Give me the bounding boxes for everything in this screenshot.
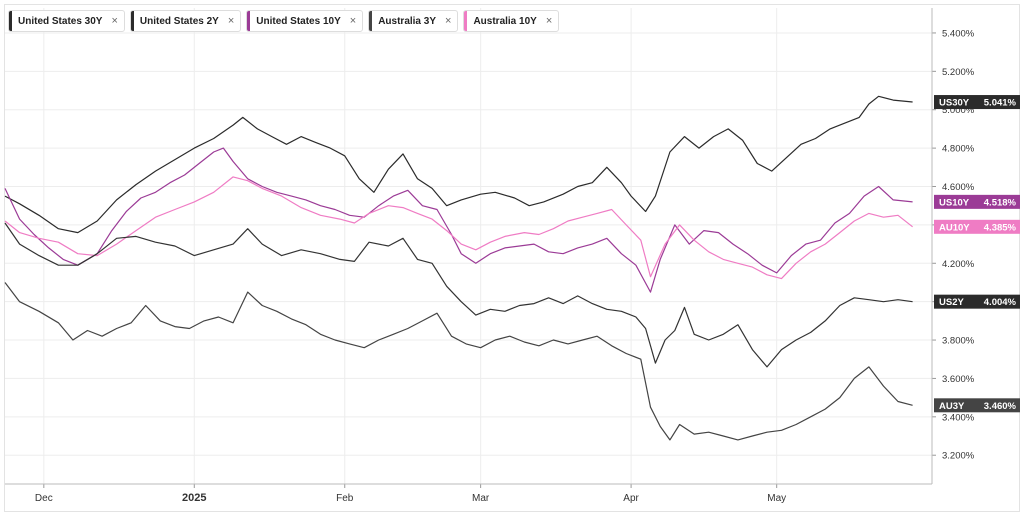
x-tick-label: Apr (623, 493, 639, 504)
legend-chip-us2y[interactable]: United States 2Y × (129, 10, 242, 32)
badge-series-name: AU3Y (939, 401, 965, 412)
badge-series-name: US10Y (939, 197, 970, 208)
grid (5, 8, 932, 484)
legend-swatch (464, 11, 468, 31)
close-icon[interactable]: × (349, 14, 357, 27)
legend-chip-us10y[interactable]: United States 10Y × (246, 10, 364, 32)
legend-swatch (247, 11, 251, 31)
y-tick-label: 4.800% (942, 144, 975, 155)
badge-background (934, 219, 1020, 234)
x-tick-label: Mar (472, 493, 490, 504)
y-tick-label: 5.200% (942, 67, 975, 78)
y-tick-label: 4.600% (942, 182, 975, 193)
y-tick-label: 3.800% (942, 336, 975, 347)
y-tick-label: 5.400% (942, 28, 975, 39)
chart-frame (4, 4, 1020, 512)
badge-background (934, 398, 1020, 413)
y-tick-label: 3.200% (942, 451, 975, 462)
badge-series-name: US30Y (939, 98, 970, 109)
x-tick-label: May (767, 493, 786, 504)
badge-series-name: AU10Y (939, 222, 970, 233)
legend-swatch (369, 11, 373, 31)
legend-label: United States 2Y (139, 15, 219, 27)
badge-series-value: 4.004% (984, 297, 1017, 308)
series-lines (4, 95, 913, 441)
legend-chips: United States 30Y × United States 2Y × U… (8, 10, 560, 32)
legend-label: Australia 3Y (378, 15, 437, 27)
legend-label: United States 10Y (256, 15, 341, 27)
badge-series-value: 4.518% (984, 197, 1017, 208)
badge-series-name: US2Y (939, 297, 964, 308)
legend-chip-us30y[interactable]: United States 30Y × (8, 10, 125, 32)
series-line-us10y (4, 147, 913, 293)
legend-label: Australia 10Y (473, 15, 537, 27)
badge-series-value: 3.460% (984, 401, 1017, 412)
legend-label: United States 30Y (18, 15, 103, 27)
badge-au3y: AU3Y 3.460% (934, 398, 1020, 413)
last-value-badges: US30Y 5.041% US10Y 4.518% AU10Y 4.385% US2Y 4.0… (934, 95, 1020, 413)
badge-series-value: 5.041% (984, 98, 1017, 109)
legend-swatch (9, 11, 12, 31)
close-icon[interactable]: × (227, 14, 235, 27)
legend-chip-au10y[interactable]: Australia 10Y × (463, 10, 560, 32)
series-line-us30y (4, 95, 913, 234)
close-icon[interactable]: × (545, 14, 553, 27)
badge-us10y: US10Y 4.518% (934, 194, 1020, 209)
y-tick-label: 3.400% (942, 412, 975, 423)
series-line-au10y (4, 176, 913, 280)
y-tick-label: 5.000% (942, 105, 975, 116)
close-icon[interactable]: × (445, 14, 452, 27)
badge-us30y: US30Y 5.041% (934, 95, 1020, 110)
x-tick-label: Feb (336, 493, 354, 504)
badge-series-value: 4.385% (984, 222, 1017, 233)
y-tick-label: 3.600% (942, 374, 975, 385)
badge-background (934, 294, 1020, 309)
axes: 3.200%3.400%3.600%3.800%4.000%4.200%4.40… (5, 8, 975, 504)
x-tick-label: Dec (35, 493, 53, 504)
badge-background (934, 95, 1020, 110)
badge-us2y: US2Y 4.004% (934, 294, 1020, 309)
badge-au10y: AU10Y 4.385% (934, 219, 1020, 234)
legend-chip-au3y[interactable]: Australia 3Y × (368, 10, 459, 32)
legend-swatch (130, 11, 134, 31)
series-line-au3y (4, 282, 913, 441)
x-tick-label: 2025 (182, 492, 206, 504)
close-icon[interactable]: × (111, 14, 118, 27)
badge-background (934, 194, 1020, 209)
series-line-us2y (4, 222, 913, 368)
y-tick-label: 4.200% (942, 259, 975, 270)
